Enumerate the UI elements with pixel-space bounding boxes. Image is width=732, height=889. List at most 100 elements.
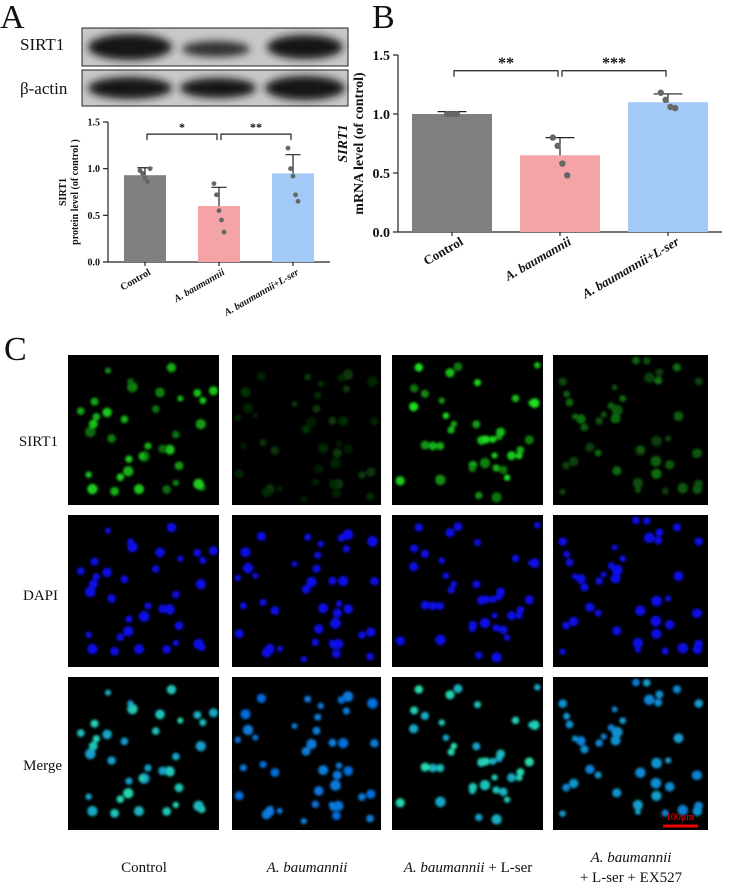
cell xyxy=(172,639,179,647)
cell xyxy=(435,634,446,646)
cell xyxy=(634,486,642,493)
cell xyxy=(558,699,567,708)
cell xyxy=(600,571,607,578)
cell xyxy=(342,529,354,540)
cell xyxy=(193,388,202,397)
cell xyxy=(511,716,520,725)
cell xyxy=(252,572,259,579)
cell xyxy=(673,733,684,744)
cell xyxy=(158,444,167,454)
cell xyxy=(276,485,283,492)
cell xyxy=(300,817,307,825)
cell xyxy=(651,790,662,801)
cell xyxy=(162,485,171,494)
cell xyxy=(158,604,167,614)
cell xyxy=(366,814,374,823)
cell xyxy=(358,471,366,479)
cell xyxy=(651,468,662,479)
cell xyxy=(594,609,602,617)
cell xyxy=(242,724,254,736)
y-axis-label: mRNA level (of control) xyxy=(352,72,367,215)
cell xyxy=(107,434,116,443)
cell xyxy=(335,440,343,447)
cell xyxy=(199,718,207,727)
cell xyxy=(166,684,177,695)
cell xyxy=(529,398,540,408)
cell xyxy=(193,710,202,719)
cell xyxy=(122,626,134,637)
cell xyxy=(338,738,349,749)
cell xyxy=(102,567,112,578)
cell xyxy=(611,564,623,576)
cell xyxy=(291,561,298,568)
micrographs xyxy=(68,355,708,830)
cell xyxy=(155,387,165,398)
cell xyxy=(632,516,640,525)
cell xyxy=(300,655,307,663)
cell xyxy=(677,482,689,494)
cell xyxy=(515,452,523,460)
y-axis-label: SIRT1 xyxy=(336,124,351,162)
cell xyxy=(694,639,703,649)
cell xyxy=(450,420,458,428)
cell xyxy=(338,416,349,427)
cell xyxy=(314,391,322,399)
cell xyxy=(524,595,534,605)
cells xyxy=(558,356,704,495)
cell xyxy=(492,464,500,472)
error-bar xyxy=(285,154,301,174)
data-point xyxy=(219,217,224,223)
column-label: A. baumannii + L-ser xyxy=(403,860,532,876)
cell xyxy=(642,679,651,687)
cell xyxy=(88,419,98,429)
cell xyxy=(328,416,337,425)
cell xyxy=(453,362,463,372)
cell xyxy=(420,600,430,610)
cell xyxy=(87,483,98,495)
data-point xyxy=(216,208,222,214)
column-label: A. baumannii xyxy=(266,860,348,876)
bar xyxy=(412,114,492,232)
cell xyxy=(585,764,595,774)
cell xyxy=(496,427,506,437)
cell xyxy=(133,484,144,495)
cell xyxy=(122,788,134,799)
cells xyxy=(76,684,219,818)
cell xyxy=(655,690,664,699)
cell xyxy=(420,711,430,720)
cell xyxy=(576,414,586,424)
cell xyxy=(242,562,254,574)
cell xyxy=(144,442,152,450)
cell xyxy=(240,547,251,558)
cell xyxy=(632,356,640,365)
y-tick-label: 0.0 xyxy=(88,258,101,269)
cell xyxy=(301,584,311,594)
cell xyxy=(558,377,567,386)
cell xyxy=(594,771,602,779)
cell xyxy=(331,649,341,659)
cell xyxy=(90,397,99,406)
cell xyxy=(177,395,184,402)
cell xyxy=(654,698,663,707)
row-label: DAPI xyxy=(23,588,58,604)
cell xyxy=(166,362,177,373)
cell xyxy=(116,473,125,482)
cell xyxy=(177,555,184,562)
cell xyxy=(692,770,703,781)
cell xyxy=(475,491,483,500)
cell xyxy=(436,601,445,611)
cell xyxy=(343,766,354,776)
cell xyxy=(151,727,160,735)
cell xyxy=(661,487,669,495)
cell xyxy=(358,631,366,639)
cell xyxy=(87,805,98,817)
cell xyxy=(256,693,266,703)
x-tick-label: A. baumannii xyxy=(501,233,574,284)
cell xyxy=(611,706,618,713)
cell xyxy=(337,696,346,704)
column-label: A. baumannii xyxy=(590,850,672,866)
cell xyxy=(475,813,483,822)
cell xyxy=(314,713,322,721)
cell xyxy=(507,773,516,783)
cell xyxy=(651,757,662,769)
